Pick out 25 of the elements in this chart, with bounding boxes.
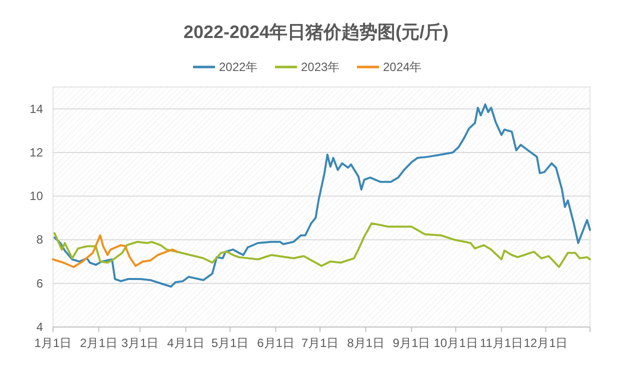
line-series xyxy=(53,103,591,288)
x-tick-label: 6月1日 xyxy=(257,336,294,350)
y-tick-label: 4 xyxy=(36,320,44,334)
chart-title: 2022-2024年日猪价趋势图(元/斤) xyxy=(183,22,449,42)
x-tick-label: 12月1日 xyxy=(524,336,568,350)
x-tick-label: 1月1日 xyxy=(34,336,72,350)
x-tick-label: 10月1日 xyxy=(434,336,478,350)
line-series xyxy=(53,222,591,268)
x-tick-label: 2月1日 xyxy=(80,336,118,350)
legend-label: 2024年 xyxy=(383,60,422,74)
x-tick-label: 11月1日 xyxy=(480,336,524,350)
x-tick-label: 3月1日 xyxy=(121,336,159,350)
y-tick-label: 10 xyxy=(30,189,44,204)
x-tick-label: 7月1日 xyxy=(301,336,339,350)
x-tick-label: 8月1日 xyxy=(347,336,384,350)
x-tick-label: 9月1日 xyxy=(392,336,430,350)
y-tick-label: 8 xyxy=(36,232,44,247)
line-series xyxy=(52,234,178,268)
legend-label: 2023年 xyxy=(301,60,340,74)
y-tick-label: 6 xyxy=(36,276,44,290)
y-tick-label: 12 xyxy=(30,145,44,160)
y-tick-label: 14 xyxy=(30,102,44,116)
x-tick-label: 5月1日 xyxy=(211,336,249,350)
x-tick-label: 4月1日 xyxy=(167,336,204,350)
legend-label: 2022年 xyxy=(219,60,258,74)
